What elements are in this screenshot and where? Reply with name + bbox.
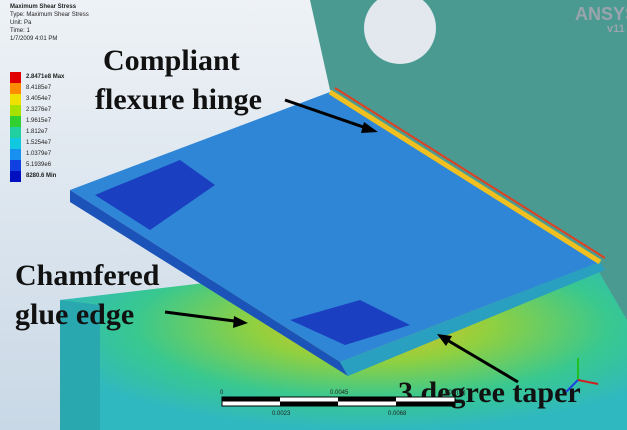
scale-label: 0.0068: [388, 411, 407, 417]
legend-swatch: [10, 160, 21, 171]
legend-swatch: [10, 171, 21, 182]
legend-swatch: [10, 127, 21, 138]
legend-swatch: [10, 149, 21, 160]
legend-swatch: [10, 116, 21, 127]
scale-bar-segment: [338, 397, 396, 402]
legend-label: 5.1939e6: [26, 162, 52, 168]
annotation: glue edge: [15, 298, 134, 331]
annotation: Compliant: [103, 44, 240, 77]
legend-swatch: [10, 105, 21, 116]
legend-swatch: [10, 72, 21, 83]
scale-bar-segment: [396, 402, 455, 407]
result-time: Time: 1: [10, 28, 30, 34]
scale-bar-segment: [280, 402, 338, 407]
logo-version: v11: [607, 23, 625, 35]
scale-bar-segment: [222, 397, 280, 402]
legend-swatch: [10, 83, 21, 94]
result-type: Type: Maximum Shear Stress: [10, 12, 89, 18]
annotation: flexure hinge: [95, 83, 262, 116]
legend-label: 8280.6 Min: [26, 173, 57, 179]
screenshot: Compliant flexure hinge Chamfered glue e…: [0, 0, 627, 430]
legend-label: 3.4054e7: [26, 96, 52, 102]
legend-label: 1.812e7: [26, 129, 48, 135]
scale-label: 0.009 (m): [440, 390, 466, 396]
legend-label: 8.4185e7: [26, 85, 52, 91]
legend-label: 1.0379e7: [26, 151, 52, 157]
legend-label: 1.5254e7: [26, 140, 52, 146]
legend-swatch: [10, 138, 21, 149]
legend-label: 2.3276e7: [26, 107, 52, 113]
annotation: Chamfered: [15, 259, 160, 292]
legend-swatch: [10, 94, 21, 105]
scale-label: 0.0023: [272, 411, 291, 417]
scale-label: 0.0045: [330, 390, 349, 396]
legend-label: 2.8471e8 Max: [26, 74, 65, 80]
logo: ANSYS: [575, 4, 627, 24]
legend-label: 1.9615e7: [26, 118, 52, 124]
result-unit: Unit: Pa: [10, 20, 32, 26]
result-title: Maximum Shear Stress: [10, 4, 77, 10]
result-date: 1/7/2009 4:01 PM: [10, 36, 57, 42]
